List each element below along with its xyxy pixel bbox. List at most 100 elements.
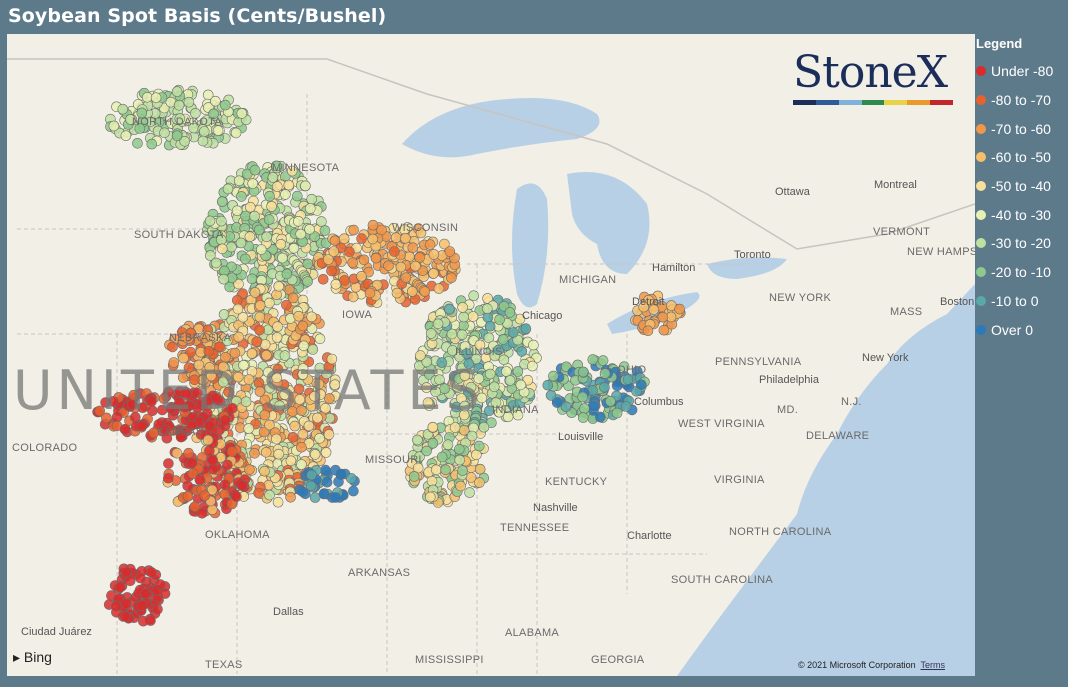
basis-point[interactable] bbox=[271, 160, 283, 172]
basis-point[interactable] bbox=[376, 224, 387, 236]
basis-point[interactable] bbox=[323, 429, 335, 440]
basis-point[interactable] bbox=[238, 359, 249, 371]
basis-point[interactable] bbox=[132, 138, 143, 149]
basis-point[interactable] bbox=[210, 257, 222, 269]
basis-point[interactable] bbox=[237, 311, 249, 323]
basis-point[interactable] bbox=[208, 108, 219, 120]
basis-point[interactable] bbox=[120, 598, 132, 609]
basis-point[interactable] bbox=[207, 504, 218, 516]
basis-point[interactable] bbox=[235, 237, 247, 249]
basis-point[interactable] bbox=[231, 491, 242, 502]
basis-point[interactable] bbox=[240, 396, 252, 408]
basis-point[interactable] bbox=[642, 325, 654, 337]
basis-point[interactable] bbox=[174, 113, 186, 124]
basis-point[interactable] bbox=[202, 395, 213, 407]
legend-item[interactable]: -70 to -60 bbox=[976, 114, 1068, 143]
basis-point[interactable] bbox=[303, 420, 315, 432]
basis-point[interactable] bbox=[428, 249, 440, 260]
basis-point[interactable] bbox=[279, 350, 291, 361]
basis-point[interactable] bbox=[261, 231, 273, 243]
basis-point[interactable] bbox=[146, 138, 158, 150]
basis-point[interactable] bbox=[347, 257, 359, 268]
basis-point[interactable] bbox=[236, 108, 248, 119]
basis-point[interactable] bbox=[120, 611, 131, 622]
basis-point[interactable] bbox=[412, 434, 423, 446]
basis-point[interactable] bbox=[171, 447, 183, 459]
basis-point[interactable] bbox=[246, 273, 258, 285]
basis-point[interactable] bbox=[271, 433, 282, 445]
basis-point[interactable] bbox=[410, 260, 421, 272]
basis-point[interactable] bbox=[605, 395, 616, 407]
basis-point[interactable] bbox=[482, 293, 493, 304]
basis-point[interactable] bbox=[326, 353, 338, 365]
basis-point[interactable] bbox=[249, 164, 261, 176]
basis-point[interactable] bbox=[391, 287, 403, 299]
basis-point[interactable] bbox=[594, 411, 606, 423]
basis-point[interactable] bbox=[175, 431, 187, 443]
legend-item[interactable]: -20 to -10 bbox=[976, 258, 1068, 287]
basis-point[interactable] bbox=[400, 272, 412, 283]
legend-item[interactable]: Over 0 bbox=[976, 315, 1068, 344]
basis-point[interactable] bbox=[289, 420, 301, 432]
basis-point[interactable] bbox=[124, 575, 136, 587]
basis-point[interactable] bbox=[287, 431, 299, 443]
basis-point[interactable] bbox=[267, 172, 279, 183]
basis-point[interactable] bbox=[456, 329, 468, 341]
basis-point[interactable] bbox=[256, 244, 267, 255]
basis-point[interactable] bbox=[419, 286, 431, 297]
basis-point[interactable] bbox=[245, 201, 256, 213]
basis-point[interactable] bbox=[184, 400, 195, 412]
legend-item[interactable]: -60 to -50 bbox=[976, 143, 1068, 172]
basis-point[interactable] bbox=[636, 379, 647, 391]
basis-point[interactable] bbox=[285, 491, 296, 503]
basis-point[interactable] bbox=[306, 469, 317, 481]
basis-point[interactable] bbox=[338, 233, 350, 244]
basis-point[interactable] bbox=[136, 420, 148, 432]
basis-point[interactable] bbox=[542, 379, 554, 391]
basis-point[interactable] bbox=[191, 387, 203, 399]
basis-point[interactable] bbox=[120, 130, 132, 141]
basis-point[interactable] bbox=[233, 331, 244, 343]
basis-point[interactable] bbox=[611, 407, 623, 419]
basis-point[interactable] bbox=[254, 300, 266, 311]
basis-point[interactable] bbox=[400, 233, 411, 244]
basis-point[interactable] bbox=[309, 390, 320, 402]
basis-point[interactable] bbox=[249, 210, 260, 222]
basis-point[interactable] bbox=[128, 389, 139, 401]
basis-point[interactable] bbox=[136, 107, 148, 119]
basis-point[interactable] bbox=[155, 579, 166, 590]
basis-point[interactable] bbox=[186, 457, 198, 469]
basis-point[interactable] bbox=[577, 391, 588, 403]
basis-point[interactable] bbox=[212, 125, 224, 136]
basis-point[interactable] bbox=[262, 366, 274, 378]
basis-point[interactable] bbox=[130, 411, 141, 423]
basis-point[interactable] bbox=[497, 334, 509, 345]
basis-point[interactable] bbox=[254, 324, 265, 336]
basis-point[interactable] bbox=[515, 379, 527, 391]
basis-point[interactable] bbox=[253, 487, 264, 499]
basis-point[interactable] bbox=[307, 344, 319, 355]
basis-point[interactable] bbox=[330, 279, 342, 290]
basis-point[interactable] bbox=[281, 299, 292, 311]
basis-point[interactable] bbox=[182, 480, 193, 492]
basis-point[interactable] bbox=[273, 448, 285, 460]
basis-point[interactable] bbox=[222, 183, 234, 195]
basis-point[interactable] bbox=[579, 403, 590, 414]
basis-point[interactable] bbox=[433, 283, 445, 294]
basis-point[interactable] bbox=[232, 303, 244, 315]
basis-point[interactable] bbox=[216, 196, 228, 207]
basis-point[interactable] bbox=[527, 360, 538, 372]
basis-point[interactable] bbox=[139, 588, 151, 600]
basis-point[interactable] bbox=[243, 423, 254, 434]
basis-point[interactable] bbox=[253, 224, 265, 236]
basis-point[interactable] bbox=[201, 115, 212, 126]
map-canvas[interactable]: UNITED STATES NORTH DAKOTA MINNESOTA SOUTH… bbox=[7, 34, 975, 676]
basis-point[interactable] bbox=[189, 501, 201, 513]
basis-point[interactable] bbox=[204, 215, 216, 227]
basis-point[interactable] bbox=[292, 216, 304, 227]
basis-point[interactable] bbox=[329, 379, 341, 391]
basis-point[interactable] bbox=[244, 231, 256, 242]
basis-point[interactable] bbox=[296, 441, 307, 453]
basis-point[interactable] bbox=[275, 239, 287, 250]
basis-point[interactable] bbox=[135, 572, 146, 584]
